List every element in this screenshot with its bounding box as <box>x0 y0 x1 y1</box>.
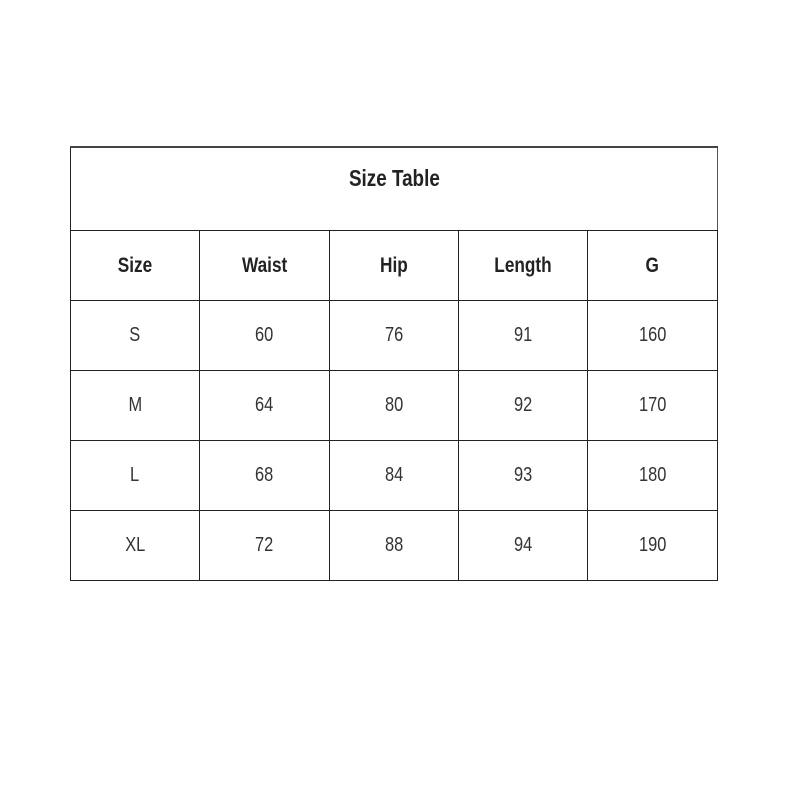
cell-text: 180 <box>638 464 667 486</box>
cell-text: L <box>130 464 140 486</box>
cell-text: 160 <box>638 324 667 346</box>
table-cell: 72 <box>199 510 330 581</box>
cell-text: 94 <box>513 534 533 556</box>
cell-text: 68 <box>255 464 274 486</box>
cell-text: 190 <box>638 534 667 556</box>
table-cell: 160 <box>586 300 719 371</box>
cell-text: 91 <box>513 324 533 346</box>
cell-text: 88 <box>384 534 404 556</box>
size-table: Size Table Size Waist Hip Length G S 60 … <box>69 146 719 581</box>
table-cell: S <box>70 300 200 371</box>
title-row: Size Table <box>69 146 719 231</box>
cell-text: 80 <box>384 394 404 416</box>
table-cell: L <box>70 440 200 511</box>
cell-text: M <box>128 394 142 416</box>
table-cell: 91 <box>458 300 588 371</box>
header-length: Length <box>494 253 552 277</box>
cell-text: 64 <box>255 394 274 416</box>
cell-text: 72 <box>255 534 274 556</box>
header-row: Size Waist Hip Length G <box>70 230 719 301</box>
header-size: Size <box>117 253 153 277</box>
cell-text: 84 <box>384 464 404 486</box>
table-cell: XL <box>70 510 200 581</box>
table-title-cell: Size Table <box>69 146 719 231</box>
cell-text: S <box>129 324 141 346</box>
table-cell: 88 <box>329 510 459 581</box>
table-cell: 80 <box>329 370 459 441</box>
table-cell: M <box>70 370 200 441</box>
cell-text: 92 <box>513 394 533 416</box>
header-cell: Waist <box>199 230 330 301</box>
table-row: M 64 80 92 170 <box>70 370 719 441</box>
table-cell: 180 <box>586 440 719 511</box>
table-cell: 94 <box>458 510 588 581</box>
header-hip: Hip <box>380 253 408 277</box>
table-cell: 64 <box>199 370 330 441</box>
cell-text: 93 <box>513 464 533 486</box>
header-cell: Hip <box>329 230 459 301</box>
table-cell: 84 <box>329 440 459 511</box>
table-row: L 68 84 93 180 <box>70 440 719 511</box>
table-title: Size Table <box>348 164 440 191</box>
header-waist: Waist <box>241 253 288 277</box>
cell-text: 60 <box>255 324 274 346</box>
cell-text: XL <box>124 534 146 556</box>
table-cell: 92 <box>458 370 588 441</box>
header-cell: G <box>586 230 719 301</box>
cell-text: 170 <box>638 394 667 416</box>
table-cell: 76 <box>329 300 459 371</box>
header-g: G <box>645 253 660 277</box>
table-cell: 60 <box>199 300 330 371</box>
header-cell: Size <box>70 230 200 301</box>
table-row: XL 72 88 94 190 <box>70 510 719 581</box>
table-cell: 190 <box>586 510 719 581</box>
table-cell: 93 <box>458 440 588 511</box>
header-cell: Length <box>458 230 588 301</box>
table-cell: 170 <box>586 370 719 441</box>
cell-text: 76 <box>384 324 404 346</box>
table-row: S 60 76 91 160 <box>70 300 719 371</box>
table-cell: 68 <box>199 440 330 511</box>
